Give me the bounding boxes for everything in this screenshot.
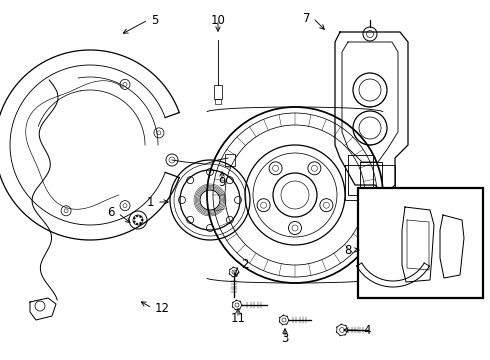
Bar — [215, 99, 221, 104]
Text: 10: 10 — [211, 13, 225, 27]
Text: 6: 6 — [107, 207, 115, 220]
Bar — [225, 154, 235, 166]
Text: 1: 1 — [147, 195, 154, 208]
Text: 12: 12 — [155, 302, 170, 315]
Circle shape — [140, 216, 142, 218]
Text: 5: 5 — [151, 13, 158, 27]
Text: 9: 9 — [218, 175, 226, 189]
Bar — [358, 188, 483, 298]
Text: 3: 3 — [281, 332, 289, 345]
Circle shape — [141, 219, 143, 221]
Text: 8: 8 — [344, 243, 352, 256]
Circle shape — [133, 221, 135, 223]
Bar — [214, 85, 222, 99]
Text: 7: 7 — [302, 12, 310, 24]
Circle shape — [136, 223, 138, 225]
Text: 2: 2 — [241, 258, 248, 271]
Circle shape — [140, 222, 142, 224]
Circle shape — [136, 215, 138, 217]
Text: 11: 11 — [230, 311, 245, 324]
Text: 4: 4 — [363, 324, 370, 337]
Circle shape — [133, 217, 135, 219]
